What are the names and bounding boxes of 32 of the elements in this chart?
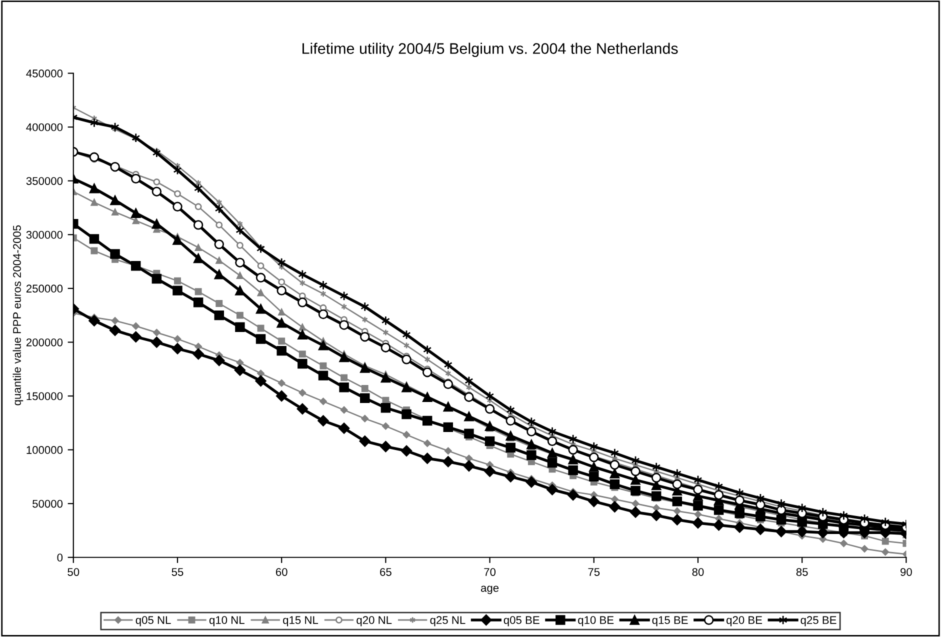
legend-label: q15 BE bbox=[652, 616, 688, 626]
legend-label: q20 NL bbox=[356, 616, 392, 626]
y-tick-label: 450000 bbox=[26, 70, 63, 78]
x-tick-label: 65 bbox=[380, 568, 392, 576]
y-tick-label: 50000 bbox=[32, 500, 63, 508]
x-tick-label: 70 bbox=[484, 568, 496, 576]
x-tick-label: 80 bbox=[692, 568, 704, 576]
legend-label: q05 NL bbox=[136, 616, 171, 626]
y-tick-label: 300000 bbox=[26, 230, 63, 239]
chart-title: Lifetime utility 2004/5 Belgium vs. 2004 the Netherlands bbox=[302, 42, 678, 57]
legend-label: q10 BE bbox=[578, 616, 614, 626]
x-tick-label: 90 bbox=[900, 568, 912, 576]
legend-label: q05 BE bbox=[504, 616, 540, 626]
y-tick-label: 150000 bbox=[26, 392, 63, 400]
x-axis-title: age bbox=[480, 586, 499, 594]
x-tick-label: 75 bbox=[588, 568, 600, 576]
x-tick-label: 60 bbox=[276, 568, 288, 576]
y-tick-label: 0 bbox=[57, 554, 63, 562]
y-tick-label: 250000 bbox=[26, 284, 63, 293]
y-tick-label: 100000 bbox=[26, 446, 63, 454]
x-tick-label: 50 bbox=[68, 568, 80, 576]
legend-label: q10 NL bbox=[209, 616, 244, 626]
y-axis-title: quantile value PPP euros 2004-2005 bbox=[12, 225, 24, 406]
x-tick-label: 85 bbox=[796, 568, 808, 576]
legend-label: q25 NL bbox=[430, 616, 466, 626]
legend-label: q15 NL bbox=[283, 616, 318, 626]
y-tick-label: 200000 bbox=[26, 338, 63, 346]
legend-label: q20 BE bbox=[726, 616, 762, 626]
x-tick-label: 55 bbox=[172, 568, 184, 576]
y-tick-label: 400000 bbox=[26, 123, 63, 132]
y-tick-label: 350000 bbox=[26, 177, 63, 185]
legend-label: q25 BE bbox=[800, 616, 836, 626]
